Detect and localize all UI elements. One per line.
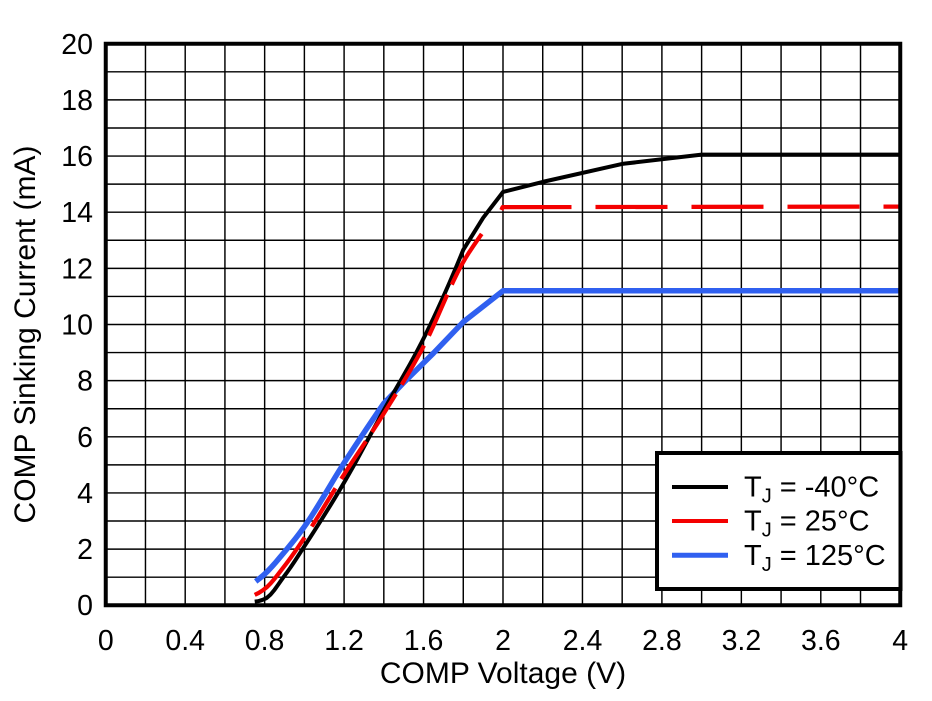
svg-text:COMP Voltage (V): COMP Voltage (V) [380,657,626,690]
svg-text:3.6: 3.6 [801,625,841,657]
svg-text:10: 10 [61,310,93,342]
svg-text:4: 4 [892,625,908,657]
svg-text:4: 4 [77,478,93,510]
svg-text:COMP Sinking Current (mA): COMP Sinking Current (mA) [9,146,42,524]
svg-text:8: 8 [77,366,93,398]
svg-text:12: 12 [61,253,93,285]
svg-text:16: 16 [61,141,93,173]
svg-text:0.8: 0.8 [245,625,285,657]
svg-text:2: 2 [77,534,93,566]
svg-text:6: 6 [77,422,93,454]
svg-text:3.2: 3.2 [722,625,762,657]
svg-text:18: 18 [61,85,93,117]
svg-text:0.4: 0.4 [165,625,205,657]
svg-text:0: 0 [98,625,114,657]
svg-text:2.4: 2.4 [563,625,603,657]
svg-text:14: 14 [61,197,93,229]
svg-text:1.2: 1.2 [324,625,364,657]
svg-text:20: 20 [61,29,93,61]
svg-text:2.8: 2.8 [642,625,682,657]
svg-text:1.6: 1.6 [404,625,444,657]
svg-text:2: 2 [495,625,511,657]
svg-text:TJ = 25°C: TJ = 25°C [744,506,870,542]
svg-text:0: 0 [77,590,93,622]
